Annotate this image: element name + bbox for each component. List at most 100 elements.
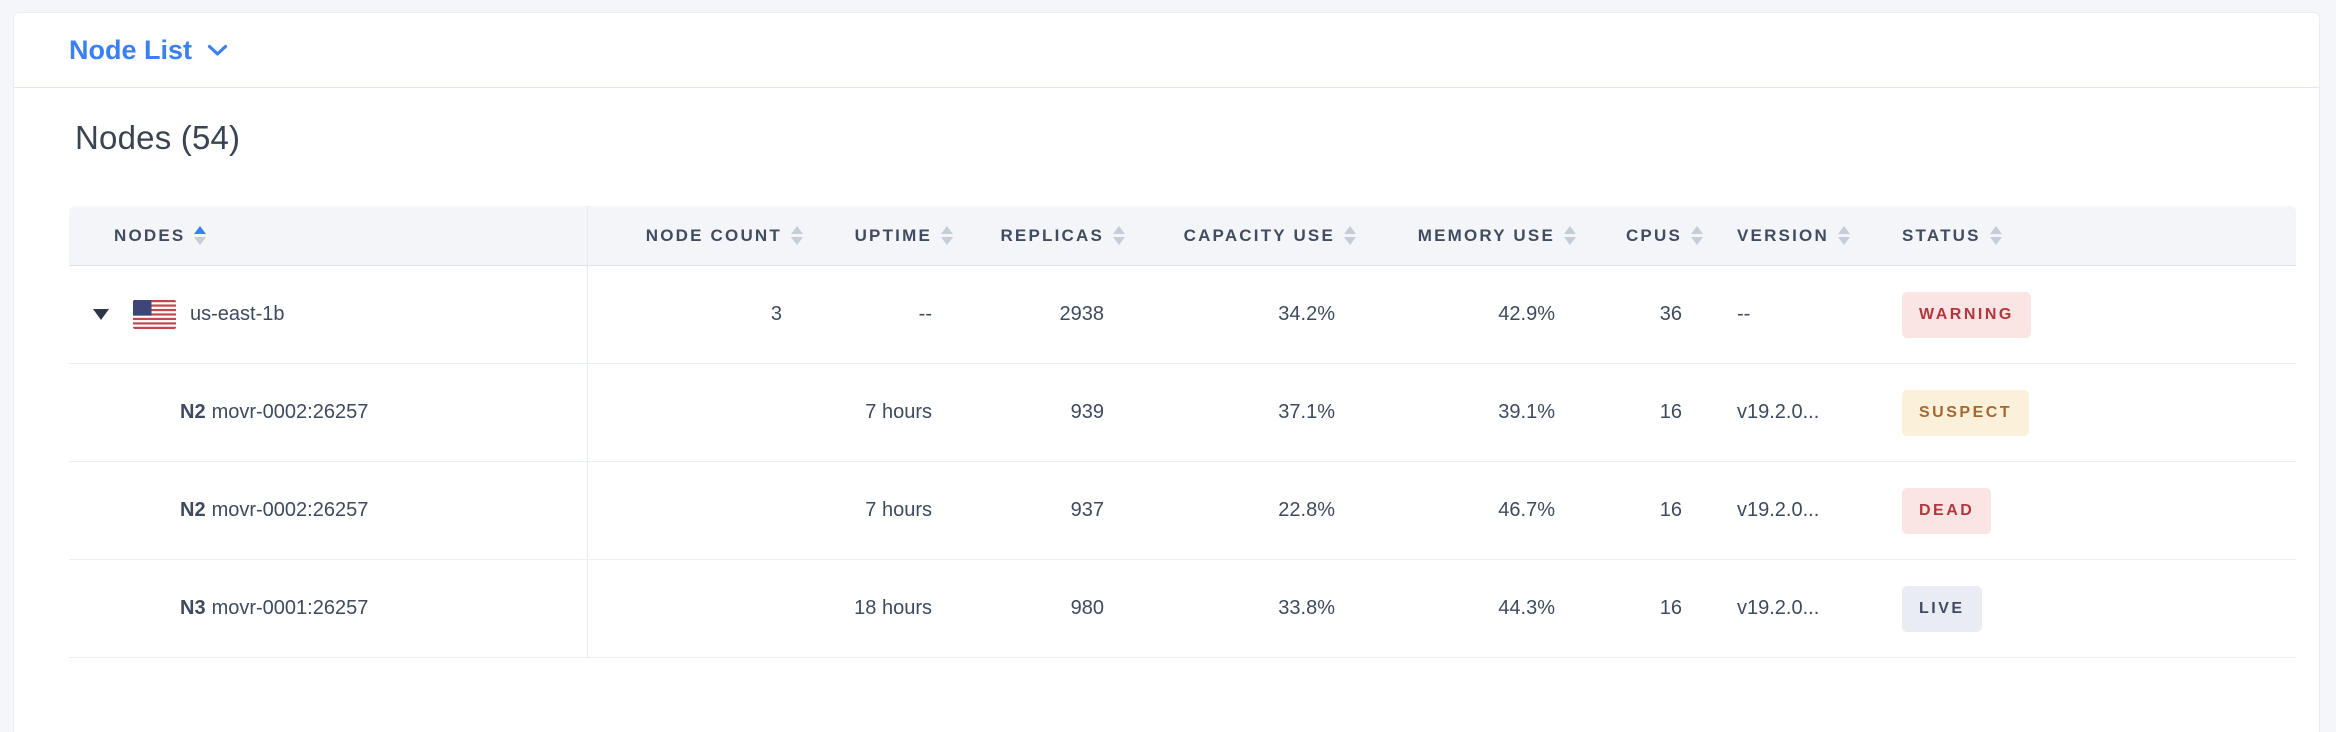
memory-use-cell: 46.7% [1356,462,1576,560]
nodes-cell: N2 movr-0002:26257 [69,364,588,462]
node-label: N2 movr-0002:26257 [180,401,368,424]
nodes-cell: N3 movr-0001:26257 [69,560,588,658]
sort-down-arrow-icon [941,237,953,245]
table-head: NODES NODE COUNT UPTIME REPLICAS [69,206,2296,266]
memory-use-cell: 39.1% [1356,364,1576,462]
region-name: us-east-1b [190,303,285,325]
sort-up-arrow-icon [194,226,207,234]
status-badge: LIVE [1902,585,1982,632]
chevron-down-icon [207,44,228,57]
status-cell: WARNING [1883,266,2296,364]
node-id: N2 [180,499,206,521]
sort-icon[interactable] [1691,226,1703,245]
column-header[interactable]: UPTIME [803,206,953,266]
cpus-cell: 16 [1576,560,1703,658]
node-count-cell [588,560,803,658]
column-header[interactable]: VERSION [1703,206,1883,266]
expand-caret-icon[interactable] [93,309,109,320]
sort-down-arrow-icon [1989,237,2002,245]
sort-icon[interactable] [1113,226,1125,245]
sort-icon[interactable] [1837,226,1850,245]
view-selector-bar: Node List [14,13,2319,88]
column-header[interactable]: STATUS [1883,206,2296,266]
sort-icon[interactable] [941,226,953,245]
status-cell: LIVE [1883,560,2296,658]
table-row[interactable]: N3 movr-0001:26257 18 hours 980 33.8% 44.… [69,560,2296,658]
memory-use-cell: 42.9% [1356,266,1576,364]
column-label: VERSION [1737,225,1829,245]
column-header[interactable]: NODES [69,206,588,266]
node-id: N2 [180,401,206,423]
replicas-cell: 980 [953,560,1125,658]
sort-icon[interactable] [1344,226,1356,245]
table-header-row: NODES NODE COUNT UPTIME REPLICAS [69,206,2296,266]
sort-icon[interactable] [1989,226,2002,245]
sort-up-arrow-icon [1837,226,1850,234]
cpus-cell: 16 [1576,364,1703,462]
version-cell: -- [1703,266,1883,364]
capacity-use-cell: 37.1% [1125,364,1356,462]
replicas-cell: 937 [953,462,1125,560]
uptime-cell: 7 hours [803,364,953,462]
sort-up-arrow-icon [1113,226,1125,234]
uptime-cell: -- [803,266,953,364]
sort-down-arrow-icon [194,237,207,245]
node-id: N3 [180,597,206,619]
column-header[interactable]: CAPACITY USE [1125,206,1356,266]
node-list-card: Node List Nodes (54) NODES NODE COUNT [13,12,2320,732]
column-header[interactable]: MEMORY USE [1356,206,1576,266]
table-row[interactable]: N2 movr-0002:26257 7 hours 937 22.8% 46.7… [69,462,2296,560]
version-cell: v19.2.0... [1703,462,1883,560]
column-label: CPUS [1625,225,1682,245]
column-label: CAPACITY USE [1183,225,1335,245]
sort-down-arrow-icon [791,237,803,245]
node-address: movr-0001:26257 [211,597,369,619]
nodes-cell: N2 movr-0002:26257 [69,462,588,560]
table-row[interactable]: us-east-1b 3 -- 2938 34.2% 42.9% 36 -- W… [69,266,2296,364]
view-selector-label: Node List [69,34,193,65]
sort-up-arrow-icon [791,226,803,234]
node-label: N2 movr-0002:26257 [180,499,368,522]
nodes-table: NODES NODE COUNT UPTIME REPLICAS [69,206,2296,658]
sort-icon[interactable] [791,226,803,245]
cpus-cell: 36 [1576,266,1703,364]
column-label: NODE COUNT [645,225,782,245]
sort-icon[interactable] [194,226,207,245]
uptime-cell: 18 hours [803,560,953,658]
sort-up-arrow-icon [1989,226,2002,234]
column-label: REPLICAS [1000,225,1104,245]
node-address: movr-0002:26257 [211,499,369,521]
sort-down-arrow-icon [1837,237,1850,245]
column-header[interactable]: CPUS [1576,206,1703,266]
version-cell: v19.2.0... [1703,364,1883,462]
version-cell: v19.2.0... [1703,560,1883,658]
column-header[interactable]: NODE COUNT [588,206,803,266]
cpus-cell: 16 [1576,462,1703,560]
table-row[interactable]: N2 movr-0002:26257 7 hours 939 37.1% 39.1… [69,364,2296,462]
us-flag-icon [133,300,176,329]
sort-up-arrow-icon [1564,226,1576,234]
sort-down-arrow-icon [1564,237,1576,245]
capacity-use-cell: 22.8% [1125,462,1356,560]
view-selector-dropdown[interactable]: Node List [69,35,228,66]
status-cell: DEAD [1883,462,2296,560]
memory-use-cell: 44.3% [1356,560,1576,658]
replicas-cell: 939 [953,364,1125,462]
status-cell: SUSPECT [1883,364,2296,462]
table-body: us-east-1b 3 -- 2938 34.2% 42.9% 36 -- W… [69,266,2296,658]
sort-up-arrow-icon [1344,226,1356,234]
page-title: Nodes (54) [75,119,241,156]
status-badge: WARNING [1902,291,2031,338]
nodes-cell: us-east-1b [69,266,588,364]
sort-icon[interactable] [1564,226,1576,245]
capacity-use-cell: 34.2% [1125,266,1356,364]
uptime-cell: 7 hours [803,462,953,560]
sort-down-arrow-icon [1691,237,1703,245]
status-badge: DEAD [1902,487,1992,534]
node-count-cell: 3 [588,266,803,364]
replicas-cell: 2938 [953,266,1125,364]
sort-up-arrow-icon [1691,226,1703,234]
column-label: NODES [114,225,186,245]
sort-down-arrow-icon [1113,237,1125,245]
column-header[interactable]: REPLICAS [953,206,1125,266]
